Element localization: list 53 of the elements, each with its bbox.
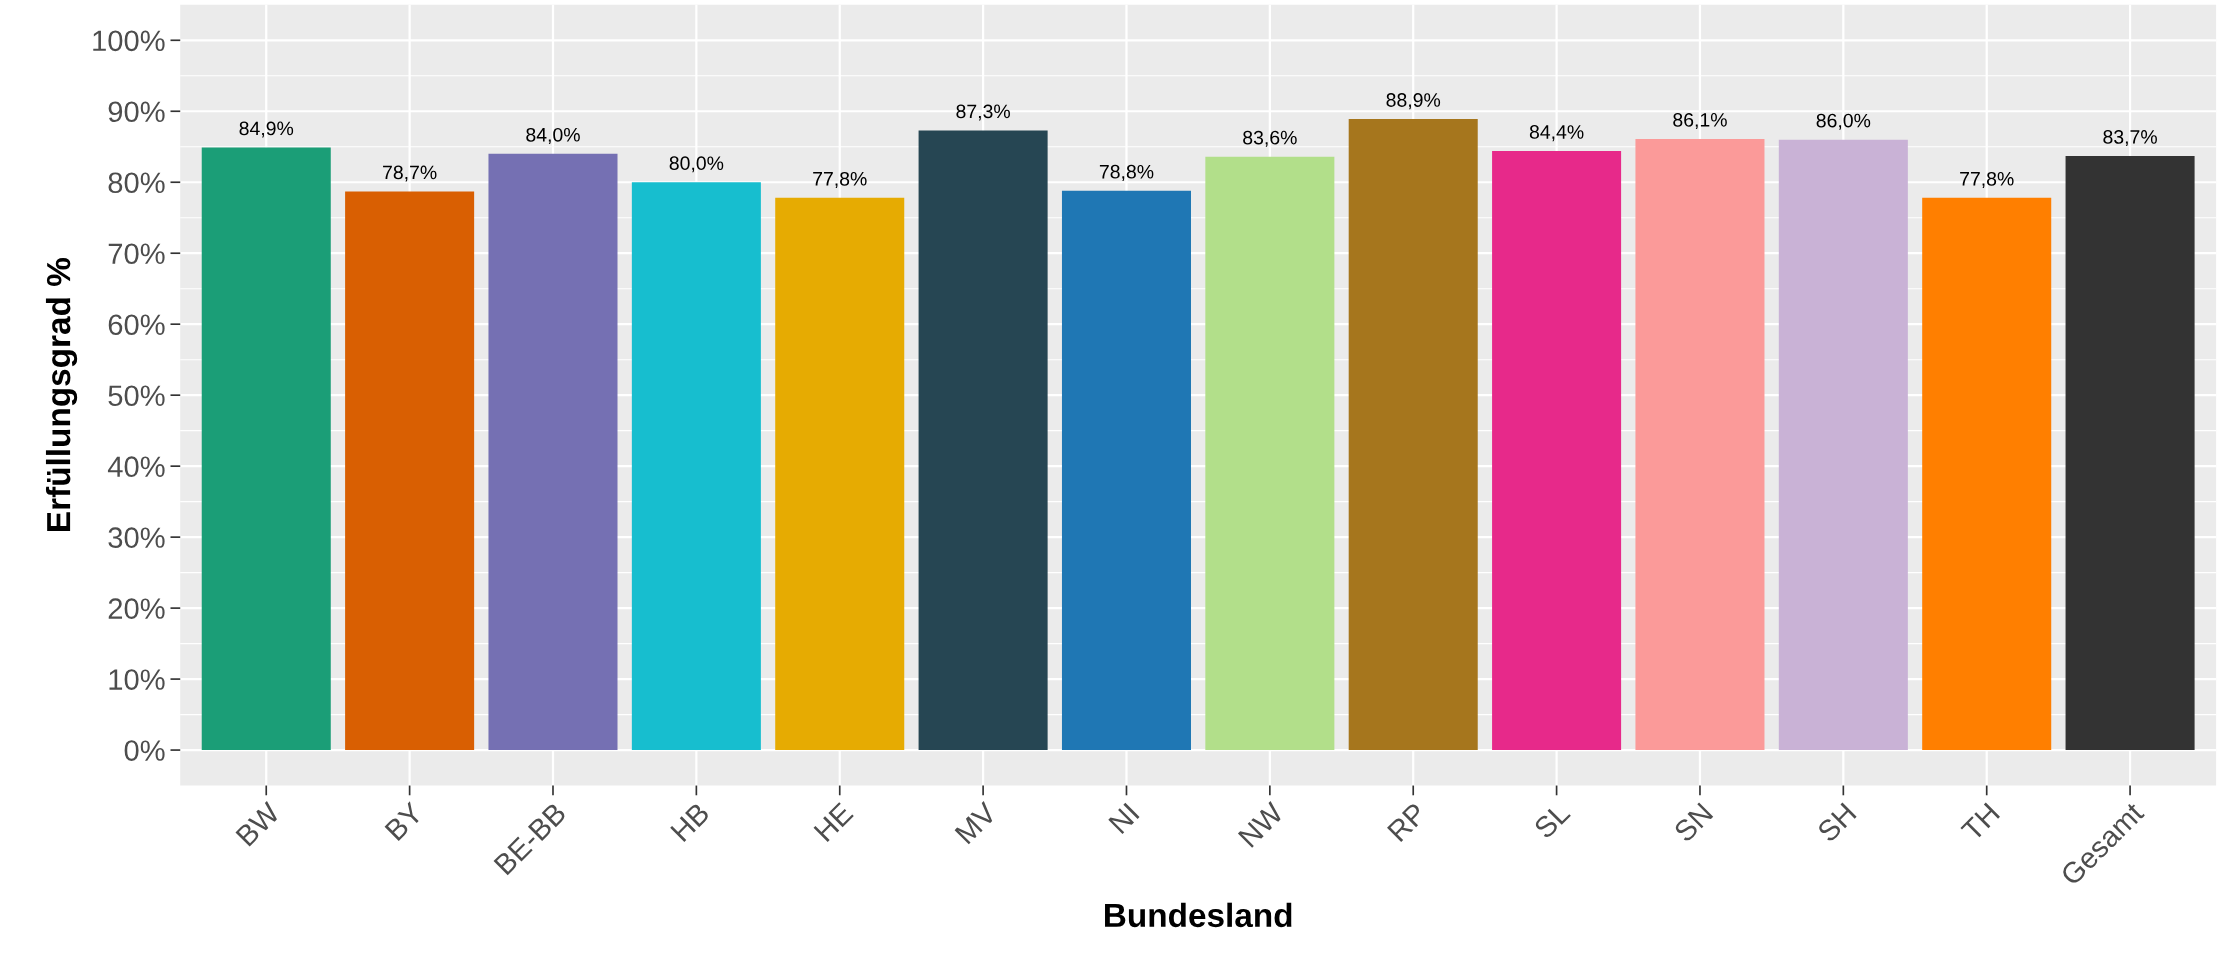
x-tick-label: BW — [235, 800, 282, 847]
bar — [631, 182, 761, 751]
data-label: 84,0% — [526, 127, 580, 144]
bar — [1348, 119, 1478, 751]
data-label: 88,9% — [1386, 93, 1441, 110]
data-label: 86,0% — [1816, 113, 1871, 130]
data-label: 77,8% — [1960, 171, 2014, 188]
data-label: 84,4% — [1529, 125, 1584, 142]
bar — [1922, 197, 2052, 751]
bar — [201, 147, 331, 751]
y-tick-label: 60% — [108, 314, 165, 336]
bar — [1205, 156, 1335, 751]
bar — [1635, 138, 1765, 751]
bar — [2065, 155, 2195, 751]
y-tick-label: 30% — [108, 527, 165, 548]
y-tick-label: 40% — [107, 456, 165, 478]
x-tick-label: HB — [670, 801, 711, 843]
x-tick-label: SN — [1672, 802, 1714, 844]
x-tick-label: NI — [1108, 802, 1140, 835]
y-tick-label: 70% — [108, 243, 165, 265]
bar — [1778, 139, 1908, 751]
bar — [1061, 190, 1191, 751]
data-label: 80,0% — [669, 156, 724, 173]
x-tick-label: TH — [1960, 802, 2000, 843]
bar — [345, 191, 475, 751]
y-axis-title: Erfüllungsgrad % — [45, 258, 78, 531]
x-tick-label: MV — [954, 800, 998, 845]
x-axis-title: Bundesland — [1105, 902, 1292, 928]
y-tick-label: 90% — [108, 101, 165, 123]
bar — [1492, 151, 1622, 751]
x-tick-label: SL — [1532, 801, 1572, 840]
bar — [775, 197, 905, 751]
data-label: 78,7% — [383, 165, 437, 182]
y-tick-label: 80% — [108, 172, 165, 194]
y-tick-label: 0% — [124, 740, 165, 761]
data-label: 83,6% — [1243, 130, 1297, 147]
y-tick-label: 50% — [108, 385, 165, 407]
data-label: 78,8% — [1099, 164, 1154, 181]
data-label: 86,1% — [1673, 112, 1727, 130]
data-label: 87,3% — [956, 104, 1010, 121]
x-tick-label: RP — [1387, 801, 1428, 843]
data-label: 84,9% — [239, 121, 294, 138]
x-tick-label: BY — [384, 801, 425, 841]
bar — [488, 153, 618, 751]
x-tick-label: NW — [1237, 800, 1285, 848]
y-tick-label: 20% — [108, 598, 165, 619]
data-label: 83,7% — [2103, 130, 2157, 147]
x-tick-label: SH — [1816, 802, 1857, 844]
data-label: 77,8% — [813, 171, 867, 188]
y-tick-label: 100% — [93, 30, 165, 52]
bar — [918, 130, 1048, 751]
x-tick-label: HE — [813, 801, 854, 843]
y-tick-label: 10% — [109, 669, 165, 690]
